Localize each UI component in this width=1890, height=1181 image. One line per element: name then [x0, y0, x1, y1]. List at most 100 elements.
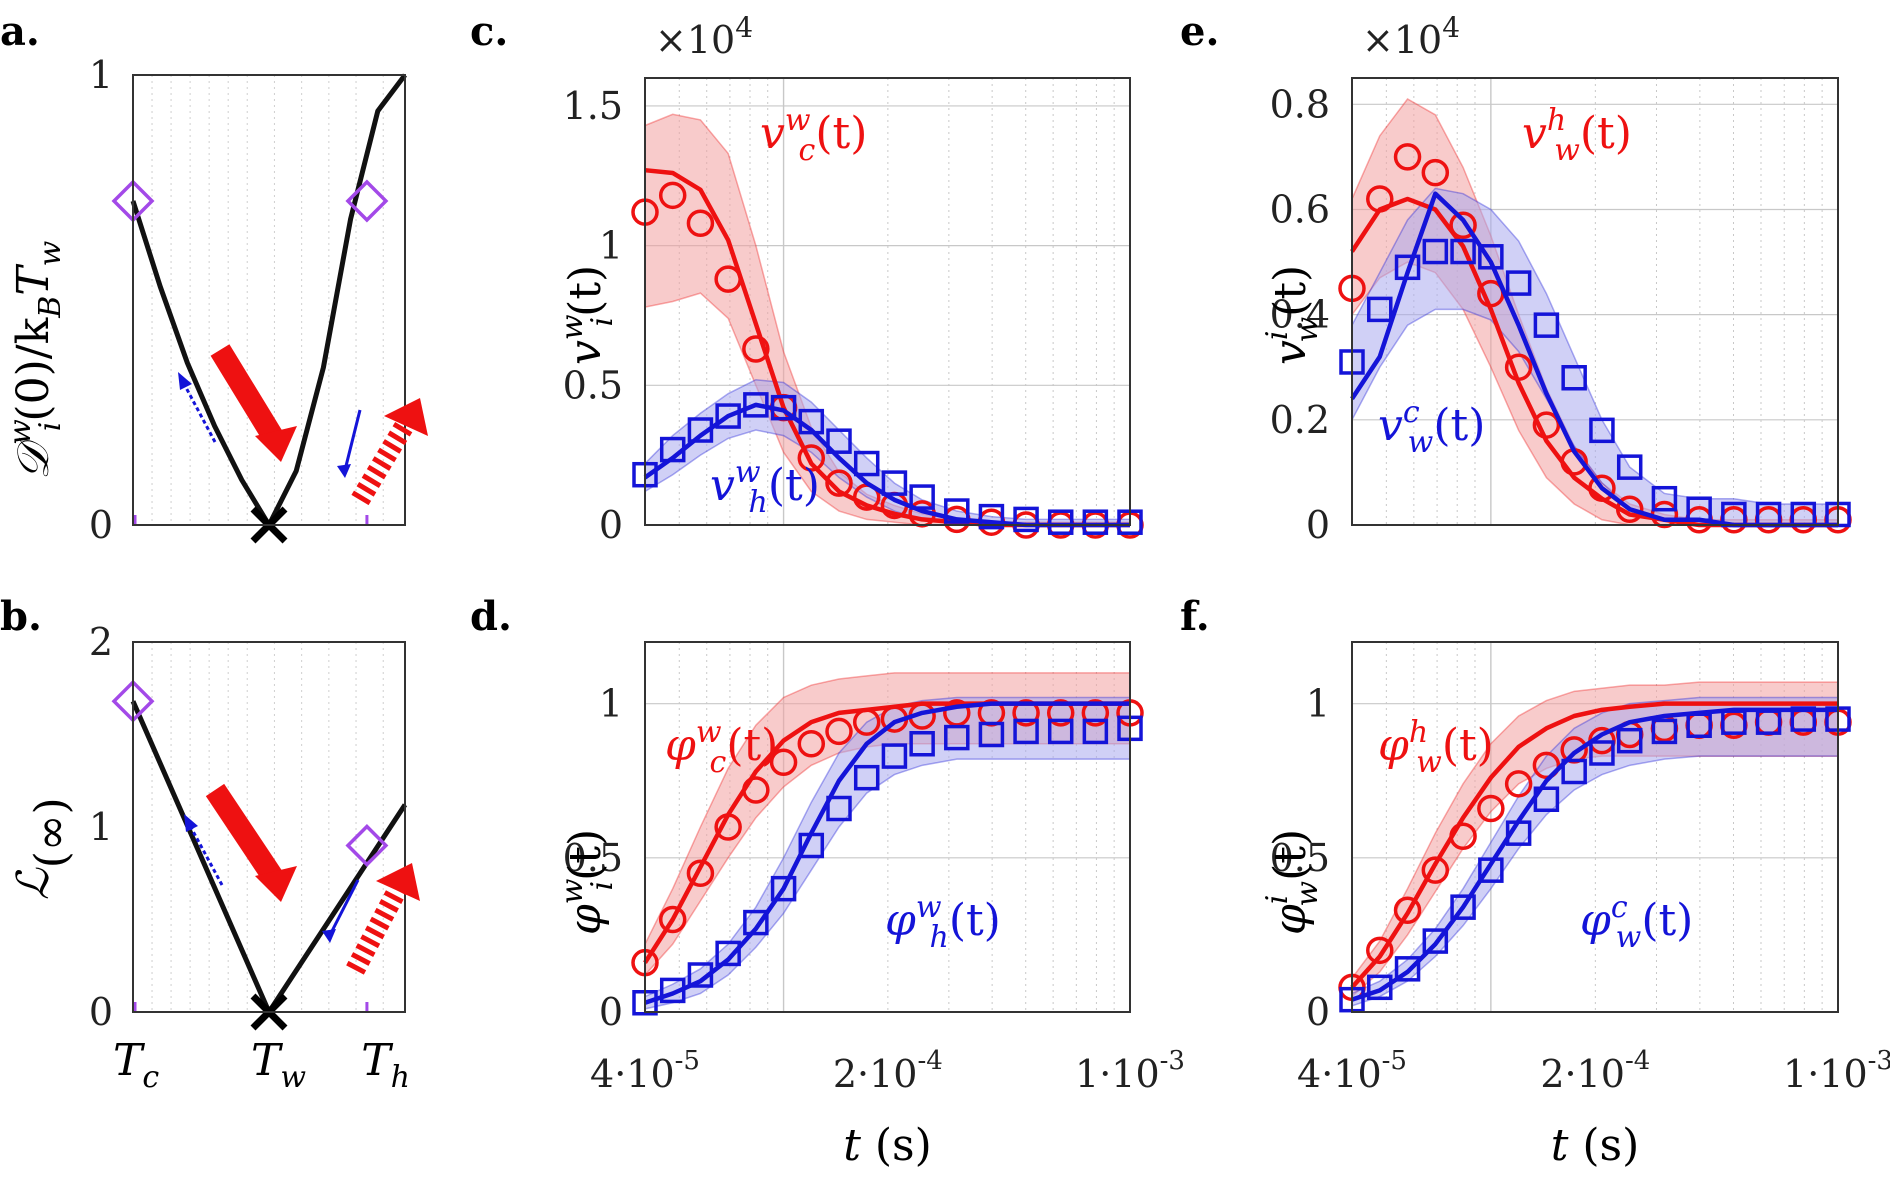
f-data-point-blue [1755, 709, 1782, 735]
b-blue-dotted-arrow-head [184, 814, 198, 832]
a-blue-dotted-arrow-head [178, 372, 192, 390]
a-red-dashed-arrow [351, 414, 417, 506]
c-data-point-blue [826, 428, 852, 454]
d-data-point-blue [687, 962, 714, 988]
d-data-point-blue [944, 724, 970, 751]
d-series-label-blue: φw h(t) [885, 890, 1001, 955]
e-ytick-label: 0.4 [1270, 293, 1330, 337]
a-ytick-label: 0 [89, 503, 113, 547]
e-data-point-blue [1450, 238, 1476, 265]
c-ytick-label: 0.5 [563, 363, 623, 407]
d-data-point-blue [770, 875, 797, 902]
e-data-point-blue [1616, 454, 1643, 480]
d-data-point-red [742, 776, 770, 804]
c-series-label-red: vw c(t) [760, 103, 867, 168]
d-data-point-blue [881, 743, 908, 769]
e-data-point-blue [1478, 244, 1504, 270]
b-xtick-label: Tw [251, 1035, 306, 1095]
f-ytick-label: 0 [1306, 990, 1330, 1034]
f-xtick-label: 1·10-3 [1783, 1046, 1890, 1096]
b-frame [132, 641, 406, 1013]
a-red-arrow-head [255, 426, 297, 462]
d-data-point-blue [659, 977, 686, 1004]
c-frame [644, 77, 1131, 526]
f-xtick-label: 4·10-5 [1297, 1046, 1407, 1096]
e-ytick-label: 0.2 [1270, 398, 1330, 442]
a-red-dashed-arrow-head [384, 398, 428, 436]
f-data-point-blue [1561, 758, 1587, 785]
panel-label-e: e. [1180, 8, 1219, 55]
e-exponent-label: ×104 [1362, 11, 1460, 62]
f-data-point-red [1504, 770, 1533, 798]
d-ytick-label: 0 [599, 990, 623, 1034]
b-ytick-label: 0 [89, 990, 113, 1034]
d-xtick-label: 4·10-5 [590, 1046, 700, 1096]
c-exponent-label: ×104 [655, 11, 753, 62]
d-data-point-blue [798, 832, 825, 859]
d-data-point-red [797, 730, 826, 758]
f-data-point-blue [1589, 740, 1615, 766]
f-data-point-red [1532, 751, 1561, 780]
b-blue-solid-arrow-head [322, 929, 336, 943]
b-ytick-label: 2 [89, 620, 113, 664]
e-data-point-red [1504, 353, 1533, 381]
e-data-point-red [1393, 143, 1422, 171]
c-data-point-blue [770, 394, 797, 421]
d-data-point-red [658, 905, 687, 934]
d-xlabel: t (s) [843, 1120, 932, 1171]
d-data-point-blue [715, 940, 741, 967]
f-data-point-red [1366, 936, 1394, 965]
c-data-point-red [686, 209, 715, 238]
b-blue-dotted-arrow [186, 821, 224, 886]
panel-label-a: a. [0, 8, 40, 55]
f-data-point-red [1393, 896, 1422, 924]
d-data-point-blue [978, 721, 1005, 748]
panel-label-b: b. [0, 593, 42, 640]
f-series-label-blue: φc w(t) [1580, 890, 1693, 955]
d-ylabel: φwi(t) [555, 829, 620, 935]
f-frame [1351, 641, 1839, 1013]
f-data-point-blue [1478, 857, 1504, 883]
e-data-point-blue [1533, 312, 1560, 338]
d-ytick-label: 1 [599, 682, 623, 726]
b-ylabel: ℒ(∞) [8, 797, 77, 900]
d-data-point-blue [1047, 718, 1074, 745]
panel-label-d: d. [470, 593, 512, 640]
e-data-point-blue [1505, 270, 1532, 296]
c-series-label-blue: vw h(t) [710, 455, 820, 520]
e-series-label-blue: vc w(t) [1378, 395, 1485, 460]
c-data-point-blue [853, 450, 880, 477]
f-series-label-red: φh w(t) [1378, 715, 1494, 780]
c-data-point-red [714, 265, 742, 293]
c-data-point-blue [715, 403, 741, 429]
e-ytick-label: 0.8 [1270, 82, 1330, 126]
d-data-point-blue [826, 795, 852, 822]
d-ytick-label: 0.5 [563, 836, 623, 880]
f-ytick-label: 1 [1306, 682, 1330, 726]
d-data-point-blue [853, 764, 880, 791]
e-data-point-blue [1367, 296, 1393, 323]
c-data-point-blue [978, 503, 1005, 530]
c-data-point-blue [944, 498, 970, 524]
e-ytick-label: 0.6 [1270, 187, 1330, 231]
f-data-point-blue [1790, 706, 1817, 732]
a-ytick-label: 1 [89, 53, 113, 97]
b-red-arrow [205, 783, 285, 887]
d-fit-line-blue [644, 701, 1130, 1005]
c-data-point-red [742, 335, 770, 363]
b-red-arrow-head [255, 866, 297, 902]
f-data-point-blue [1721, 709, 1747, 735]
e-data-point-blue [1561, 365, 1587, 391]
e-ytick-label: 0 [1306, 503, 1330, 547]
a-blue-solid-arrow [343, 409, 362, 471]
d-data-point-red [1046, 699, 1075, 727]
c-ytick-label: 1 [599, 224, 623, 268]
c-data-point-blue [1013, 506, 1039, 533]
e-data-point-blue [1686, 496, 1712, 522]
a-blue-dotted-arrow [180, 379, 217, 443]
b-red-dashed-arrow [346, 880, 409, 975]
e-data-point-red [1421, 158, 1450, 187]
b-diamond-marker [345, 824, 389, 867]
d-data-point-red [1012, 699, 1040, 727]
